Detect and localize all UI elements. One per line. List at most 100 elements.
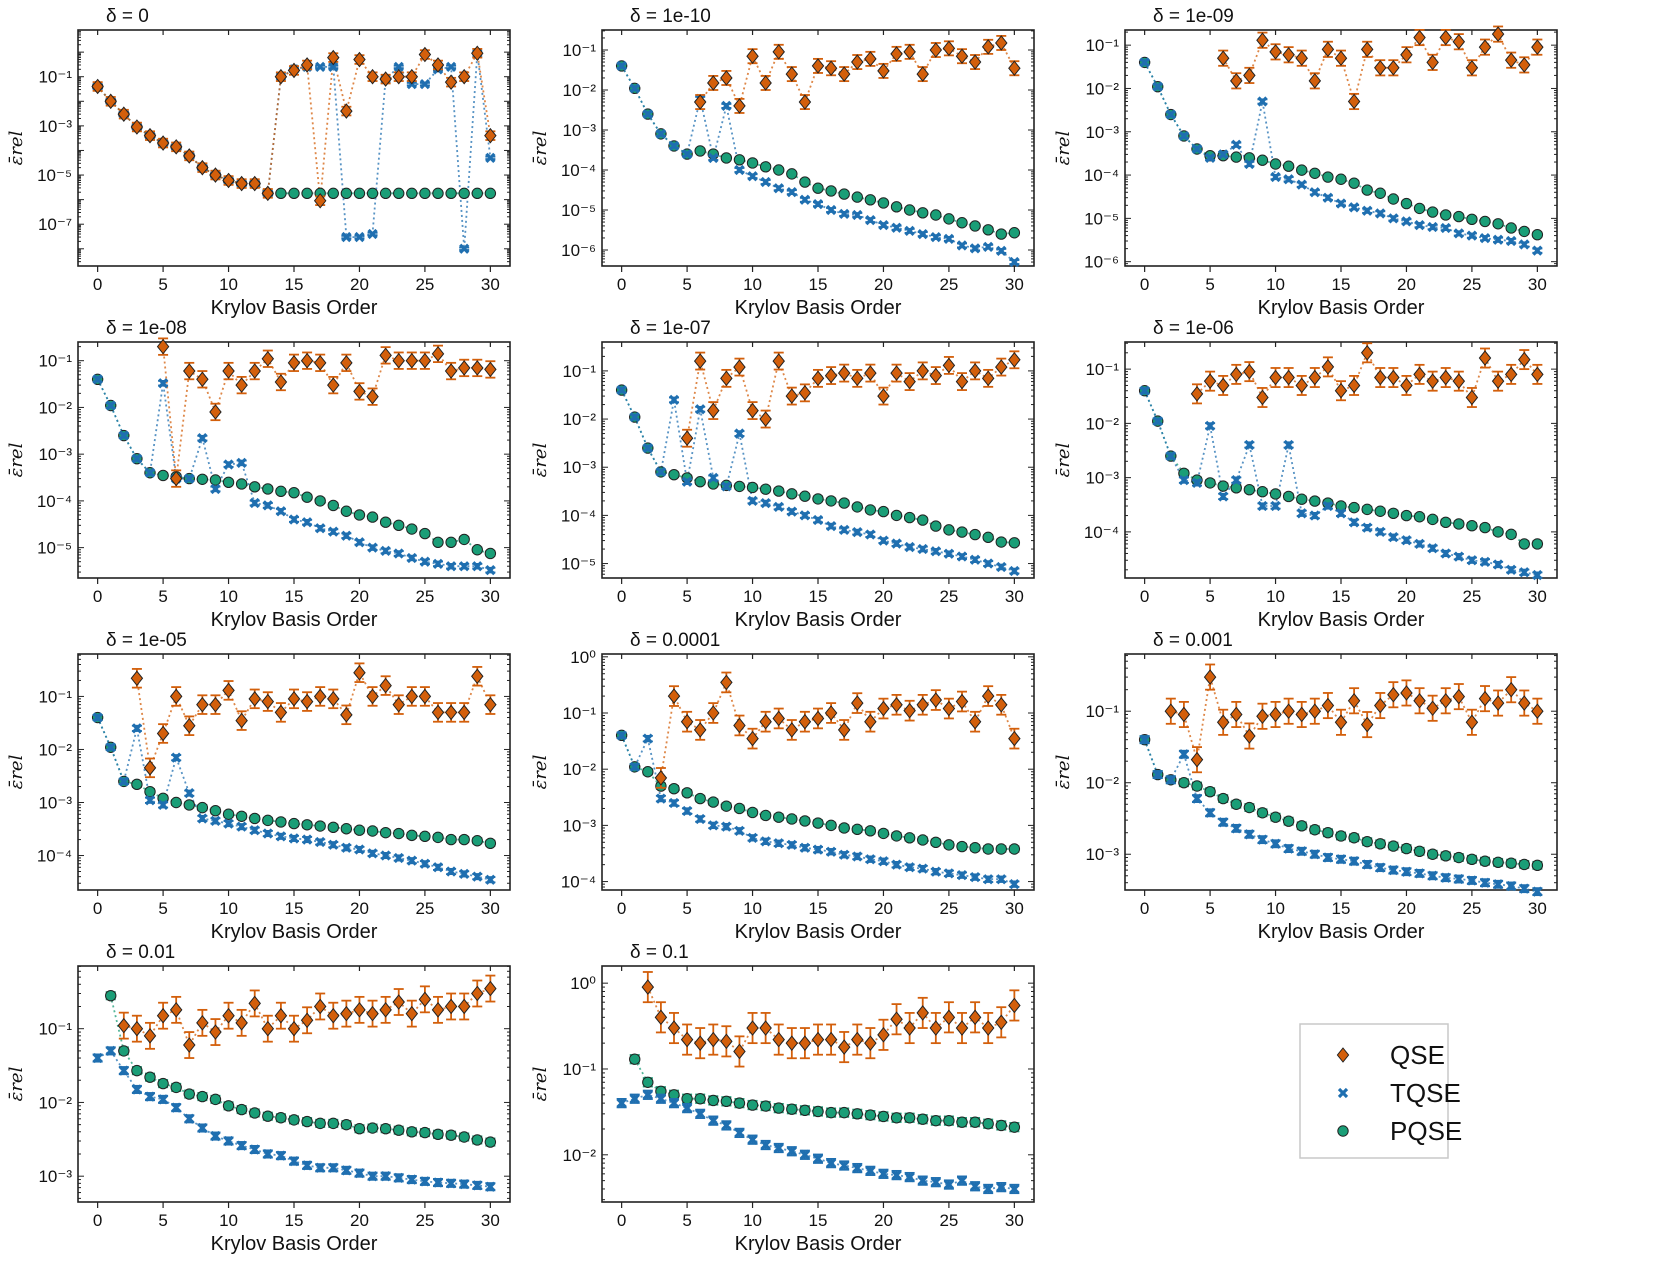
data-point-tqse — [865, 1165, 876, 1176]
data-point-tqse — [760, 836, 771, 847]
data-point-tqse — [171, 1102, 182, 1113]
data-point-pqse — [327, 499, 339, 512]
data-point-qse — [340, 103, 353, 119]
data-point-tqse — [1165, 450, 1176, 462]
data-point-tqse — [812, 514, 824, 526]
data-point-qse — [1269, 706, 1282, 723]
data-point-pqse — [131, 778, 143, 791]
x-tick-label: 10 — [743, 1211, 762, 1230]
data-point-tqse — [1479, 556, 1491, 568]
y-tick-label: 10⁻⁴ — [1084, 523, 1119, 542]
data-point-tqse — [1375, 862, 1386, 873]
data-point-tqse — [996, 561, 1007, 573]
data-point-tqse — [969, 243, 981, 254]
data-point-qse — [929, 367, 943, 384]
y-axis-label: ε̄rel — [530, 1066, 551, 1101]
data-point-pqse — [890, 201, 903, 213]
data-point-qse — [392, 68, 405, 85]
data-point-pqse — [393, 1124, 405, 1136]
y-axis-label: ε̄rel — [530, 130, 551, 165]
x-tick-label: 0 — [93, 275, 102, 294]
data-point-tqse — [1492, 879, 1504, 890]
data-point-qse — [261, 1020, 275, 1037]
data-point-qse — [851, 54, 864, 70]
data-point-qse — [680, 713, 694, 730]
y-axis-label: ε̄rel — [1053, 130, 1074, 165]
data-point-qse — [1008, 351, 1021, 368]
data-point-tqse — [341, 530, 352, 541]
data-point-tqse — [485, 564, 496, 576]
data-point-qse — [209, 167, 222, 183]
data-point-pqse — [694, 476, 706, 488]
data-point-qse — [130, 119, 144, 135]
x-tick-label: 5 — [158, 275, 167, 294]
data-point-qse — [366, 388, 379, 405]
data-point-tqse — [1165, 109, 1176, 120]
data-point-qse — [890, 1011, 903, 1028]
data-point-tqse — [1296, 179, 1307, 190]
subplot-1e-05: δ = 1e-05 0 5 10 15 20 25 30 10⁻⁴ 10⁻³ 10⁻² 10⁻¹ Kry… — [6, 630, 511, 943]
data-point-tqse — [1519, 239, 1530, 250]
data-point-qse — [248, 363, 261, 379]
data-point-tqse — [1322, 500, 1334, 512]
data-point-qse — [143, 760, 157, 776]
data-point-pqse — [1217, 792, 1229, 805]
data-point-tqse — [904, 541, 915, 553]
data-point-tqse — [1191, 143, 1203, 155]
y-tick-label: 10⁻³ — [1085, 123, 1119, 142]
data-point-qse — [379, 347, 392, 364]
data-point-qse — [680, 430, 694, 447]
legend-label-pqse: PQSE — [1390, 1116, 1462, 1146]
panel-title: δ = 1e-07 — [630, 318, 711, 339]
data-point-tqse — [393, 548, 404, 559]
x-tick-label: 25 — [415, 587, 434, 606]
x-axis-label: Krylov Basis Order — [211, 297, 378, 319]
data-point-pqse — [903, 832, 916, 844]
data-point-qse — [235, 712, 248, 729]
data-point-qse — [1518, 695, 1531, 711]
data-point-pqse — [1269, 158, 1282, 170]
data-point-qse — [287, 62, 301, 79]
data-point-pqse — [1400, 509, 1413, 522]
data-point-qse — [379, 71, 392, 87]
data-point-tqse — [367, 542, 378, 553]
data-point-qse — [733, 1043, 746, 1060]
data-point-tqse — [1532, 886, 1543, 897]
y-axis-label: ε̄rel — [1053, 754, 1074, 789]
data-point-tqse — [1466, 555, 1478, 566]
data-point-qse — [209, 1024, 222, 1040]
data-point-tqse — [406, 552, 417, 564]
data-point-pqse — [681, 787, 693, 799]
y-tick-label: 10⁻¹ — [562, 362, 596, 381]
data-point-pqse — [720, 152, 733, 164]
data-point-qse — [431, 57, 445, 73]
data-point-tqse — [328, 1162, 339, 1173]
x-tick-label: 10 — [743, 275, 762, 294]
data-point-qse — [222, 682, 235, 699]
data-point-pqse — [864, 194, 877, 206]
series-line-pqse — [96, 85, 491, 195]
x-tick-label: 20 — [1397, 275, 1416, 294]
data-point-qse — [1347, 692, 1361, 709]
data-point-qse — [313, 355, 327, 371]
data-point-tqse — [1453, 873, 1464, 885]
data-point-qse — [1387, 369, 1400, 386]
x-axis-label: Krylov Basis Order — [211, 609, 378, 631]
data-point-qse — [720, 1033, 733, 1050]
data-point-qse — [733, 717, 746, 734]
data-point-pqse — [1296, 493, 1308, 505]
data-point-qse — [261, 185, 275, 202]
data-point-qse — [1256, 708, 1269, 725]
data-point-pqse — [956, 217, 968, 229]
data-point-qse — [1465, 389, 1479, 406]
data-point-tqse — [1218, 817, 1229, 828]
data-point-pqse — [1505, 222, 1517, 234]
y-tick-label: 10⁻² — [562, 81, 596, 100]
data-point-pqse — [366, 187, 379, 200]
data-point-pqse — [1387, 507, 1400, 520]
data-point-pqse — [353, 509, 366, 521]
data-point-tqse — [184, 788, 195, 799]
data-point-tqse — [878, 1168, 889, 1179]
x-tick-label: 10 — [1266, 899, 1285, 918]
data-point-qse — [1008, 997, 1021, 1014]
